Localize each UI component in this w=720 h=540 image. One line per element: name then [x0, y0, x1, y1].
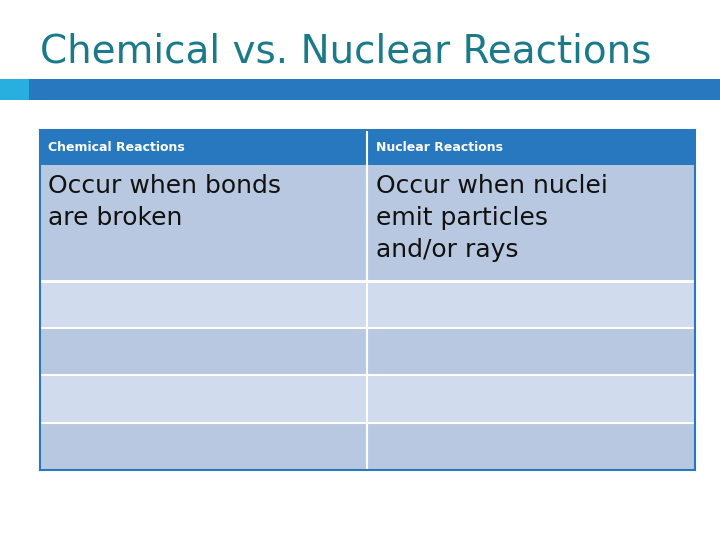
FancyBboxPatch shape	[367, 165, 695, 281]
FancyBboxPatch shape	[367, 422, 695, 470]
Text: Chemical vs. Nuclear Reactions: Chemical vs. Nuclear Reactions	[40, 32, 651, 70]
FancyBboxPatch shape	[367, 375, 695, 422]
FancyBboxPatch shape	[40, 130, 695, 165]
FancyBboxPatch shape	[40, 328, 367, 375]
Text: Occur when bonds
are broken: Occur when bonds are broken	[48, 174, 282, 230]
FancyBboxPatch shape	[367, 328, 695, 375]
FancyBboxPatch shape	[40, 422, 367, 470]
Text: Occur when nuclei
emit particles
and/or rays: Occur when nuclei emit particles and/or …	[376, 174, 608, 261]
Text: Nuclear Reactions: Nuclear Reactions	[376, 140, 503, 154]
Text: Chemical Reactions: Chemical Reactions	[48, 140, 185, 154]
FancyBboxPatch shape	[0, 79, 29, 100]
FancyBboxPatch shape	[29, 79, 720, 100]
FancyBboxPatch shape	[40, 165, 367, 281]
FancyBboxPatch shape	[40, 281, 367, 328]
FancyBboxPatch shape	[40, 375, 367, 422]
FancyBboxPatch shape	[367, 281, 695, 328]
